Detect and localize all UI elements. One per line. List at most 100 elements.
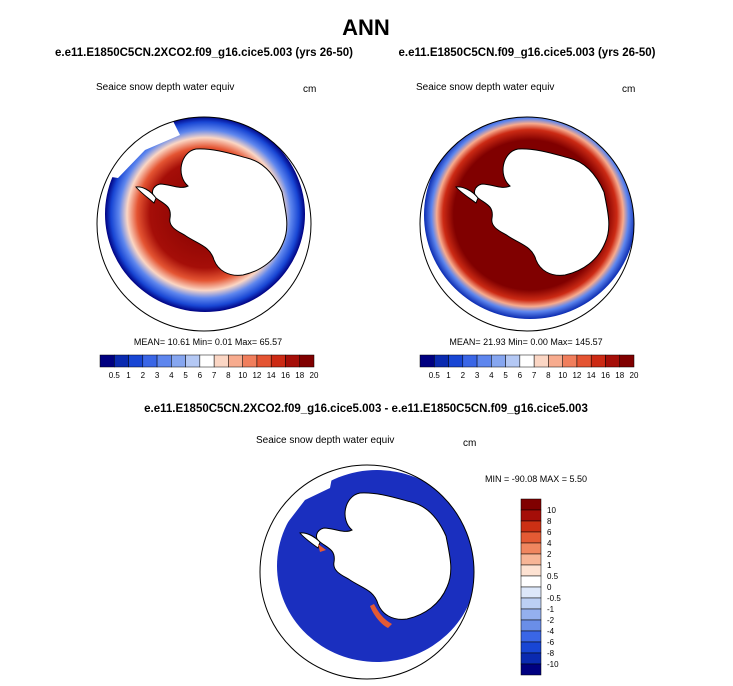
- colorbar-tick-label: 10: [238, 371, 247, 380]
- colorbar-swatch: [156, 354, 172, 368]
- colorbar-tick-label: 1: [547, 561, 552, 570]
- panel-control: e.e11.E1850C5CN.f09_g16.cice5.003 (yrs 2…: [398, 47, 655, 380]
- colorbar-tick-label: 2: [141, 371, 146, 380]
- panel-title: e.e11.E1850C5CN.f09_g16.cice5.003 (yrs 2…: [398, 47, 655, 59]
- colorbar-swatch: [520, 663, 542, 676]
- colorbar-tick-label: 0: [547, 583, 552, 592]
- colorbar-tick-label: 8: [226, 371, 231, 380]
- colorbar-swatch: [99, 354, 115, 368]
- colorbar-tick-label: 1: [446, 371, 451, 380]
- colorbar-tick-label: 12: [252, 371, 261, 380]
- colorbar-swatch: [605, 354, 620, 368]
- colorbar-tick-label: 18: [615, 371, 624, 380]
- panel-title: e.e11.E1850C5CN.2XCO2.f09_g16.cice5.003 …: [55, 47, 353, 59]
- colorbar-swatch: [520, 586, 542, 599]
- colorbar-tick-label: 5: [503, 371, 508, 380]
- colorbar-tick-label: 3: [475, 371, 480, 380]
- panel-difference: e.e11.E1850C5CN.2XCO2.f09_g16.cice5.003 …: [144, 403, 588, 680]
- colorbar: 0.5 1 2 3 4 5 6 7 8 10 12 14 16 18 20: [99, 354, 319, 380]
- colorbar-swatch: [285, 354, 300, 368]
- colorbar-swatch: [476, 354, 492, 368]
- colorbar-swatch: [520, 520, 542, 533]
- colorbar-swatch: [419, 354, 435, 368]
- colorbar-tick-label: 8: [546, 371, 551, 380]
- panel-2xco2: e.e11.E1850C5CN.2XCO2.f09_g16.cice5.003 …: [55, 47, 353, 380]
- colorbar-tick-label: 0.5: [547, 572, 559, 581]
- colorbar-tick-label: 5: [183, 371, 188, 380]
- positive-anomaly: [318, 544, 326, 552]
- units-label: cm: [463, 438, 476, 449]
- colorbar-swatch: [590, 354, 606, 368]
- colorbar-swatch: [299, 354, 315, 368]
- colorbar-swatch: [128, 354, 144, 368]
- colorbar-tick-label: 0.5: [109, 371, 121, 380]
- colorbar-tick-label: -4: [547, 627, 555, 636]
- antarctic-peninsula: [135, 186, 157, 204]
- variable-label: Seaice snow depth water equiv: [96, 82, 234, 93]
- colorbar-tick-label: 1: [126, 371, 131, 380]
- colorbar-tick-label: 14: [587, 371, 596, 380]
- colorbar-tick-label: 16: [281, 371, 290, 380]
- colorbar-tick-label: 6: [198, 371, 203, 380]
- antarctic-peninsula: [455, 186, 479, 204]
- colorbar-swatch: [448, 354, 464, 368]
- colorbar-tick-label: -0.5: [547, 594, 561, 603]
- colorbar-tick-label: 8: [547, 517, 552, 526]
- units-label: cm: [622, 84, 635, 95]
- colorbar-tick-label: 20: [630, 371, 639, 380]
- variable-label: Seaice snow depth water equiv: [416, 82, 554, 93]
- colorbar-tick-label: 2: [461, 371, 466, 380]
- colorbar-tick-label: 14: [267, 371, 276, 380]
- colorbar-tick-label: 18: [295, 371, 304, 380]
- colorbar-tick-label: 2: [547, 550, 552, 559]
- colorbar-swatch: [576, 354, 592, 368]
- colorbar-swatch: [520, 509, 542, 522]
- colorbar-swatch: [520, 564, 542, 577]
- colorbar-swatch: [520, 619, 542, 632]
- colorbar-tick-label: 6: [547, 528, 552, 537]
- colorbar-tick-label: -10: [547, 660, 559, 669]
- colorbar: 10 8 6 4 2 1 0.5 0 -0.5 -1 -2 -4 -6 -8 -10: [520, 498, 561, 676]
- colorbar-tick-label: 10: [547, 506, 556, 515]
- stats-line: MEAN= 10.61 Min= 0.01 Max= 65.57: [134, 337, 282, 347]
- variable-label: Seaice snow depth water equiv: [256, 435, 394, 446]
- panel-title: e.e11.E1850C5CN.2XCO2.f09_g16.cice5.003 …: [144, 403, 588, 415]
- colorbar-tick-label: -6: [547, 638, 555, 647]
- colorbar-swatch: [562, 354, 578, 368]
- colorbar-swatch: [520, 641, 542, 654]
- colorbar-tick-label: 4: [169, 371, 174, 380]
- colorbar-tick-label: 20: [310, 371, 319, 380]
- colorbar-swatch: [114, 354, 129, 368]
- colorbar-swatch: [199, 354, 215, 368]
- colorbar-swatch: [270, 354, 286, 368]
- colorbar-swatch: [520, 608, 542, 621]
- colorbar-swatch: [242, 354, 258, 368]
- colorbar-tick-label: 4: [547, 539, 552, 548]
- colorbar-swatch: [520, 531, 542, 544]
- colorbar-tick-label: 6: [518, 371, 523, 380]
- colorbar-swatch: [533, 354, 549, 368]
- units-label: cm: [303, 84, 316, 95]
- colorbar-tick-label: 4: [489, 371, 494, 380]
- colorbar-swatch: [491, 354, 506, 368]
- colorbar-swatch: [520, 553, 542, 566]
- colorbar-swatch: [520, 498, 542, 511]
- colorbar-tick-label: 16: [601, 371, 610, 380]
- colorbar-tick-label: -1: [547, 605, 555, 614]
- map-boundary: [96, 116, 312, 332]
- colorbar-swatch: [434, 354, 449, 368]
- figure-title: ANN: [342, 15, 390, 40]
- colorbar-swatch: [520, 575, 542, 588]
- map-boundary: [259, 464, 475, 680]
- map-boundary: [419, 116, 635, 332]
- positive-anomaly: [370, 604, 392, 628]
- colorbar-swatch: [520, 597, 542, 610]
- colorbar-tick-label: 7: [212, 371, 217, 380]
- colorbar-swatch: [462, 354, 478, 368]
- colorbar-tick-label: -8: [547, 649, 555, 658]
- colorbar-swatch: [520, 652, 542, 665]
- colorbar-swatch: [213, 354, 229, 368]
- stats-line: MIN = -90.08 MAX = 5.50: [485, 474, 587, 484]
- colorbar-swatch: [185, 354, 201, 368]
- colorbar: 0.5 1 2 3 4 5 6 7 8 10 12 14 16 18 20: [419, 354, 639, 380]
